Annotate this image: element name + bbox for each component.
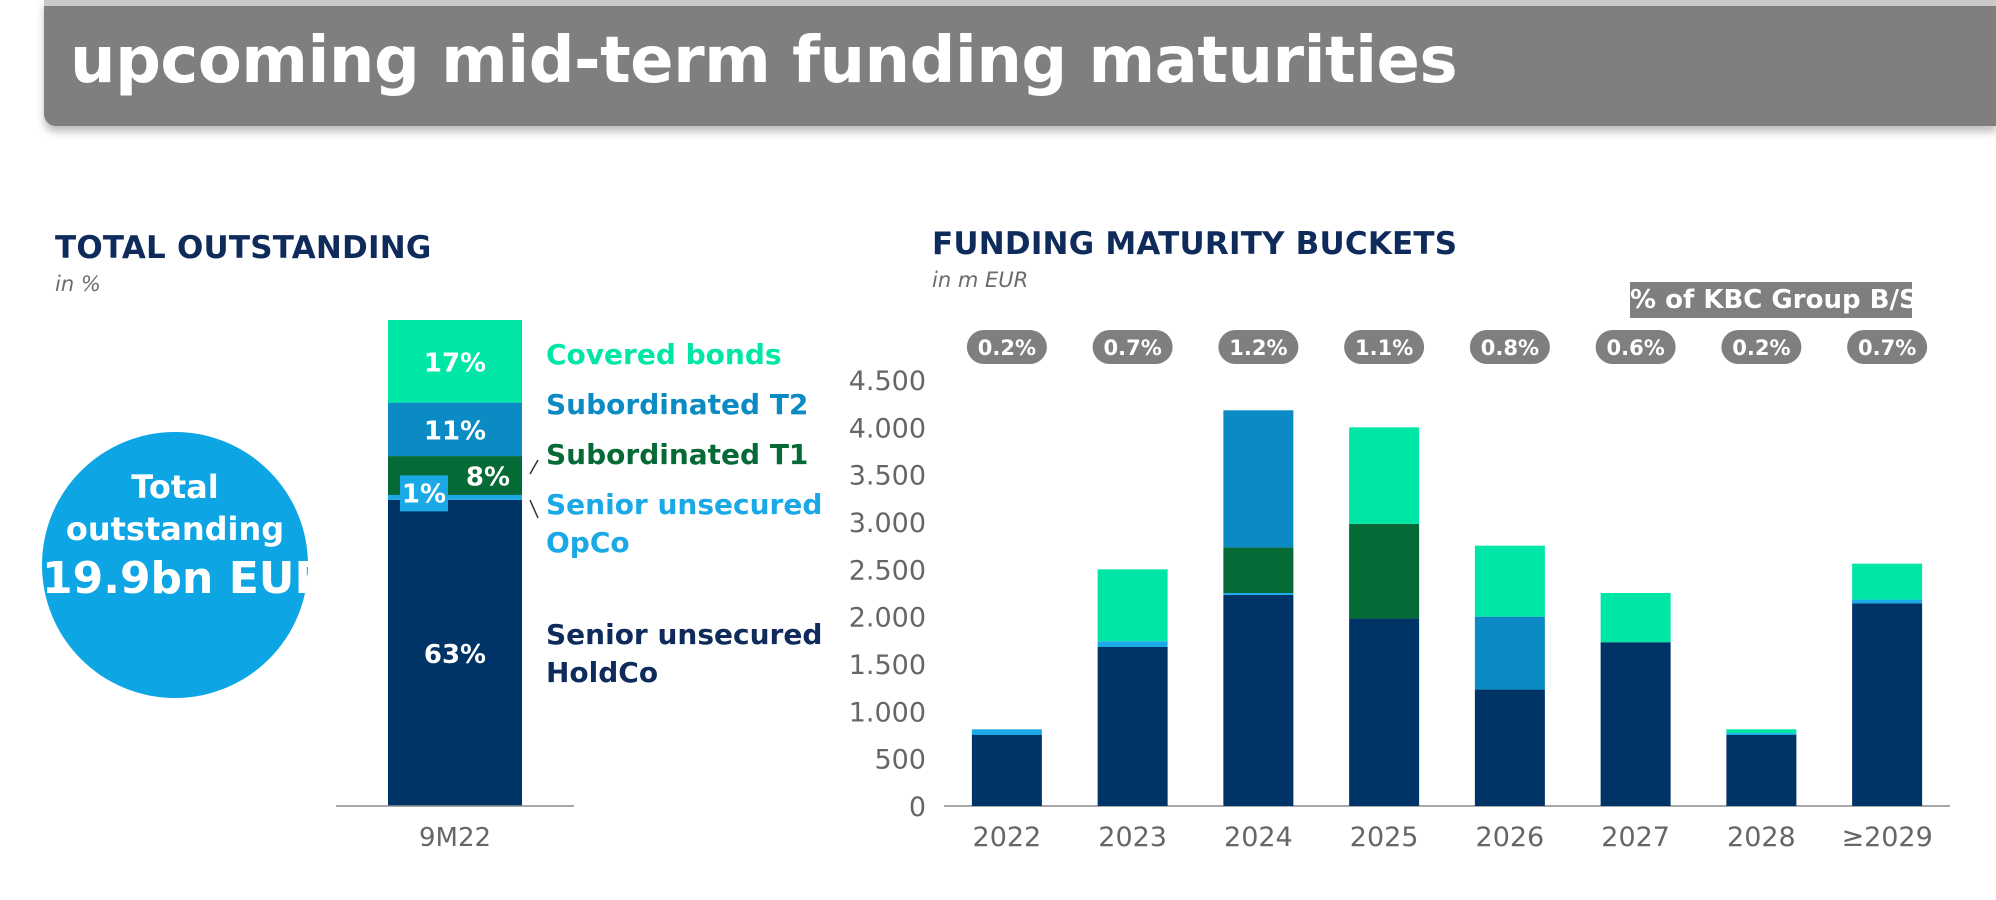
total-bar-label-senior-unsecured-holdco: 63%: [424, 640, 486, 670]
total-bar-segment-covered-bonds: [388, 320, 522, 403]
y-tick-label-1500: 1.500: [849, 650, 926, 681]
x-tick-label-2024: 2024: [1224, 822, 1293, 853]
kbc-share-pill-2025: [1344, 330, 1425, 364]
legend-label-subordinated-t1: Subordinated T1: [546, 438, 809, 471]
total-outstanding-subtitle: in %: [55, 272, 101, 296]
maturity-title: FUNDING MATURITY BUCKETS: [932, 226, 1458, 262]
legend-label-senior-unsecured-holdco: Senior unsecured HoldCo: [546, 618, 823, 689]
leader-line-t1: [529, 459, 539, 475]
total-bar-segment-senior-unsecured-holdco: [388, 499, 522, 806]
y-tick-label-4500: 4.500: [849, 366, 926, 397]
legend-label-senior-unsecured-opco: Senior unsecured OpCo: [546, 488, 823, 559]
maturity-bar-2025-covered-bonds: [1349, 427, 1420, 524]
legend-label-subordinated-t2: Subordinated T2: [546, 388, 809, 421]
legend-label-covered-bonds: Covered bonds: [546, 338, 782, 371]
leader-line-opco: [529, 499, 539, 519]
total-bar-label-subordinated-t2: 11%: [424, 416, 486, 446]
kbc-share-pill-2022: [966, 330, 1047, 364]
y-tick-label-1000: 1.000: [849, 697, 926, 728]
x-tick-label-2028: 2028: [1727, 822, 1796, 853]
kbc-share-label-2029: 0.7%: [1858, 336, 1916, 360]
total-bar-label-covered-bonds: 17%: [424, 348, 486, 378]
kbc-share-label-2022: 0.2%: [978, 336, 1036, 360]
kbc-share-pill-2029: [1847, 330, 1928, 364]
y-tick-label-0: 0: [909, 792, 926, 823]
maturity-bar-2024-senior-unsecured-holdco: [1223, 594, 1294, 806]
maturity-bar-2025-senior-unsecured-holdco: [1349, 618, 1420, 806]
maturity-bar-2023-senior-unsecured-holdco: [1097, 646, 1168, 806]
circle-value: 19.9bn EUR: [42, 553, 329, 604]
kbc-share-label-2025: 1.1%: [1355, 336, 1413, 360]
header-bar: upcoming mid-term funding maturities: [44, 0, 1996, 126]
circle-label: Total outstanding: [65, 468, 285, 548]
opco-label-box: [400, 475, 448, 512]
y-tick-label-3500: 3.500: [849, 461, 926, 492]
maturity-bar-2027-senior-unsecured-holdco: [1600, 642, 1671, 806]
kbc-share-pill-2024: [1218, 330, 1299, 364]
total-bar-segment-senior-unsecured-opco: [388, 494, 522, 500]
y-tick-label-2500: 2.500: [849, 555, 926, 586]
y-tick-label-500: 500: [874, 745, 926, 776]
maturity-bar-2024-subordinated-t1: [1223, 547, 1294, 593]
kbc-share-label-2028: 0.2%: [1732, 336, 1790, 360]
kbc-share-label-2023: 0.7%: [1104, 336, 1162, 360]
kbc-share-label-2026: 0.8%: [1481, 336, 1539, 360]
total-bar-segment-subordinated-t2: [388, 402, 522, 457]
page-title: upcoming mid-term funding maturities: [70, 24, 1458, 98]
maturity-bar-2028-senior-unsecured-holdco: [1726, 735, 1797, 806]
x-tick-label-2027: 2027: [1601, 822, 1670, 853]
y-tick-label-2000: 2.000: [849, 603, 926, 634]
y-tick-label-4000: 4.000: [849, 413, 926, 444]
kbc-share-header: % of KBC Group B/S: [1630, 282, 1918, 318]
y-tick-label-3000: 3.000: [849, 508, 926, 539]
kbc-share-label-2027: 0.6%: [1607, 336, 1665, 360]
maturity-bar-2029-covered-bonds: [1852, 563, 1923, 600]
maturity-bar-2024-senior-unsecured-opco: [1223, 593, 1294, 595]
maturity-bar-2023-senior-unsecured-opco: [1097, 641, 1168, 647]
maturity-bar-2029-senior-unsecured-opco: [1852, 599, 1923, 604]
maturity-bar-2025-subordinated-t1: [1349, 523, 1420, 619]
x-tick-label-2029: ≥2029: [1841, 822, 1932, 853]
total-outstanding-category: 9M22: [419, 823, 491, 853]
kbc-share-pill-2028: [1721, 330, 1802, 364]
kbc-share-pill-2023: [1092, 330, 1173, 364]
kbc-share-label-2024: 1.2%: [1229, 336, 1287, 360]
total-bar-label-senior-unsecured-opco: 1%: [402, 479, 446, 509]
total-outstanding-circle: Total outstanding 19.9bn EUR: [42, 432, 329, 698]
total-outstanding-title: TOTAL OUTSTANDING: [55, 230, 432, 266]
maturity-bar-2022-senior-unsecured-holdco: [971, 735, 1042, 806]
x-tick-label-2022: 2022: [973, 822, 1042, 853]
maturity-bar-2022-senior-unsecured-opco: [971, 729, 1042, 735]
x-tick-label-2023: 2023: [1098, 822, 1167, 853]
maturity-bar-2027-covered-bonds: [1600, 593, 1671, 643]
maturity-bar-2028-covered-bonds: [1726, 729, 1797, 734]
kbc-share-pill-2026: [1469, 330, 1550, 364]
maturity-bar-2028-senior-unsecured-opco: [1726, 733, 1797, 735]
maturity-bar-2024-subordinated-t2: [1223, 410, 1294, 548]
maturity-bar-2023-covered-bonds: [1097, 569, 1168, 642]
kbc-share-pill-2027: [1595, 330, 1676, 364]
x-tick-label-2026: 2026: [1476, 822, 1545, 853]
maturity-subtitle: in m EUR: [932, 268, 1029, 292]
maturity-bar-2026-covered-bonds: [1474, 545, 1545, 617]
maturity-bar-2026-subordinated-t2: [1474, 616, 1545, 690]
maturity-bar-2026-senior-unsecured-holdco: [1474, 689, 1545, 806]
x-tick-label-2025: 2025: [1350, 822, 1419, 853]
total-bar-label-subordinated-t1: 8%: [466, 463, 510, 493]
maturity-bar-2029-senior-unsecured-holdco: [1852, 603, 1923, 806]
